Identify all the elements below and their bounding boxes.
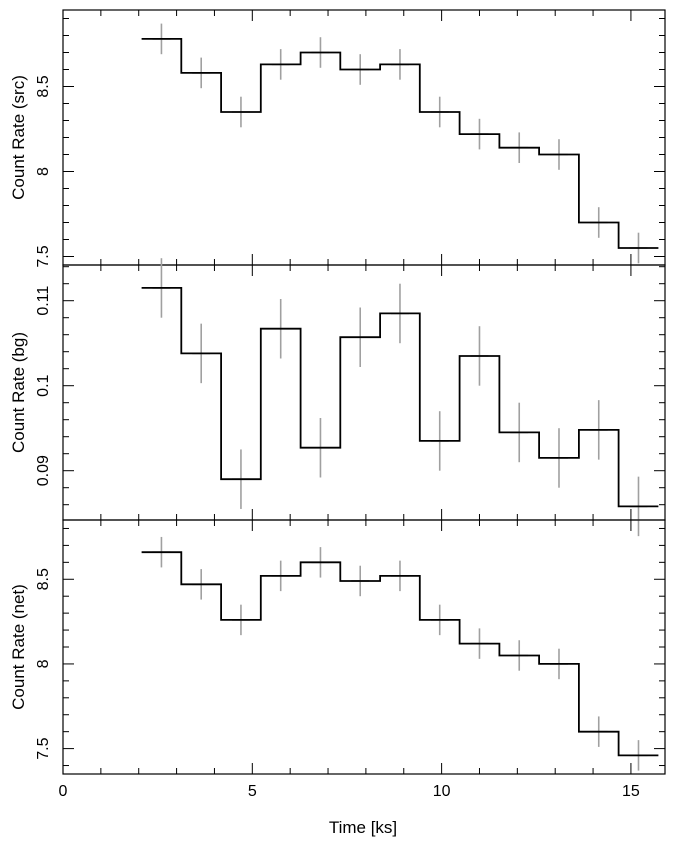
x-tick-label: 5 — [248, 783, 257, 800]
x-tick-label: 0 — [59, 783, 68, 800]
panel-bg: 0.09 0.1 0.11 Count Rate (bg) — [9, 258, 666, 537]
step-series — [141, 551, 659, 757]
plot-frame — [62, 519, 666, 775]
y-tick-label: 0.1 — [35, 374, 52, 396]
y-tick-label: 8.5 — [35, 568, 52, 590]
y-tick-label: 8 — [35, 659, 52, 668]
step-series — [141, 287, 659, 508]
x-axis-title: Time [ks] — [329, 818, 397, 837]
y-axis-title: Count Rate (src) — [9, 75, 28, 200]
y-axis-title: Count Rate (net) — [9, 584, 28, 710]
y-axis-title: Count Rate (bg) — [9, 332, 28, 453]
panel-src: 7.5 8 8.5 Count Rate (src) — [9, 9, 666, 268]
x-tick-label: 10 — [433, 783, 451, 800]
y-tick-label: 8.5 — [35, 75, 52, 97]
y-tick-label: 8 — [35, 167, 52, 176]
panel-net: 7.5 8 8.5 Count Rate (net) 0 5 10 15 — [9, 519, 666, 800]
plot-frame — [62, 264, 666, 521]
y-tick-label: 0.11 — [35, 286, 52, 316]
y-tick-label: 7.5 — [35, 737, 52, 759]
step-series — [141, 38, 659, 249]
y-tick-label: 7.5 — [35, 245, 52, 267]
y-tick-label: 0.09 — [35, 455, 52, 486]
x-tick-label: 15 — [622, 783, 640, 800]
plot-frame — [62, 9, 666, 266]
